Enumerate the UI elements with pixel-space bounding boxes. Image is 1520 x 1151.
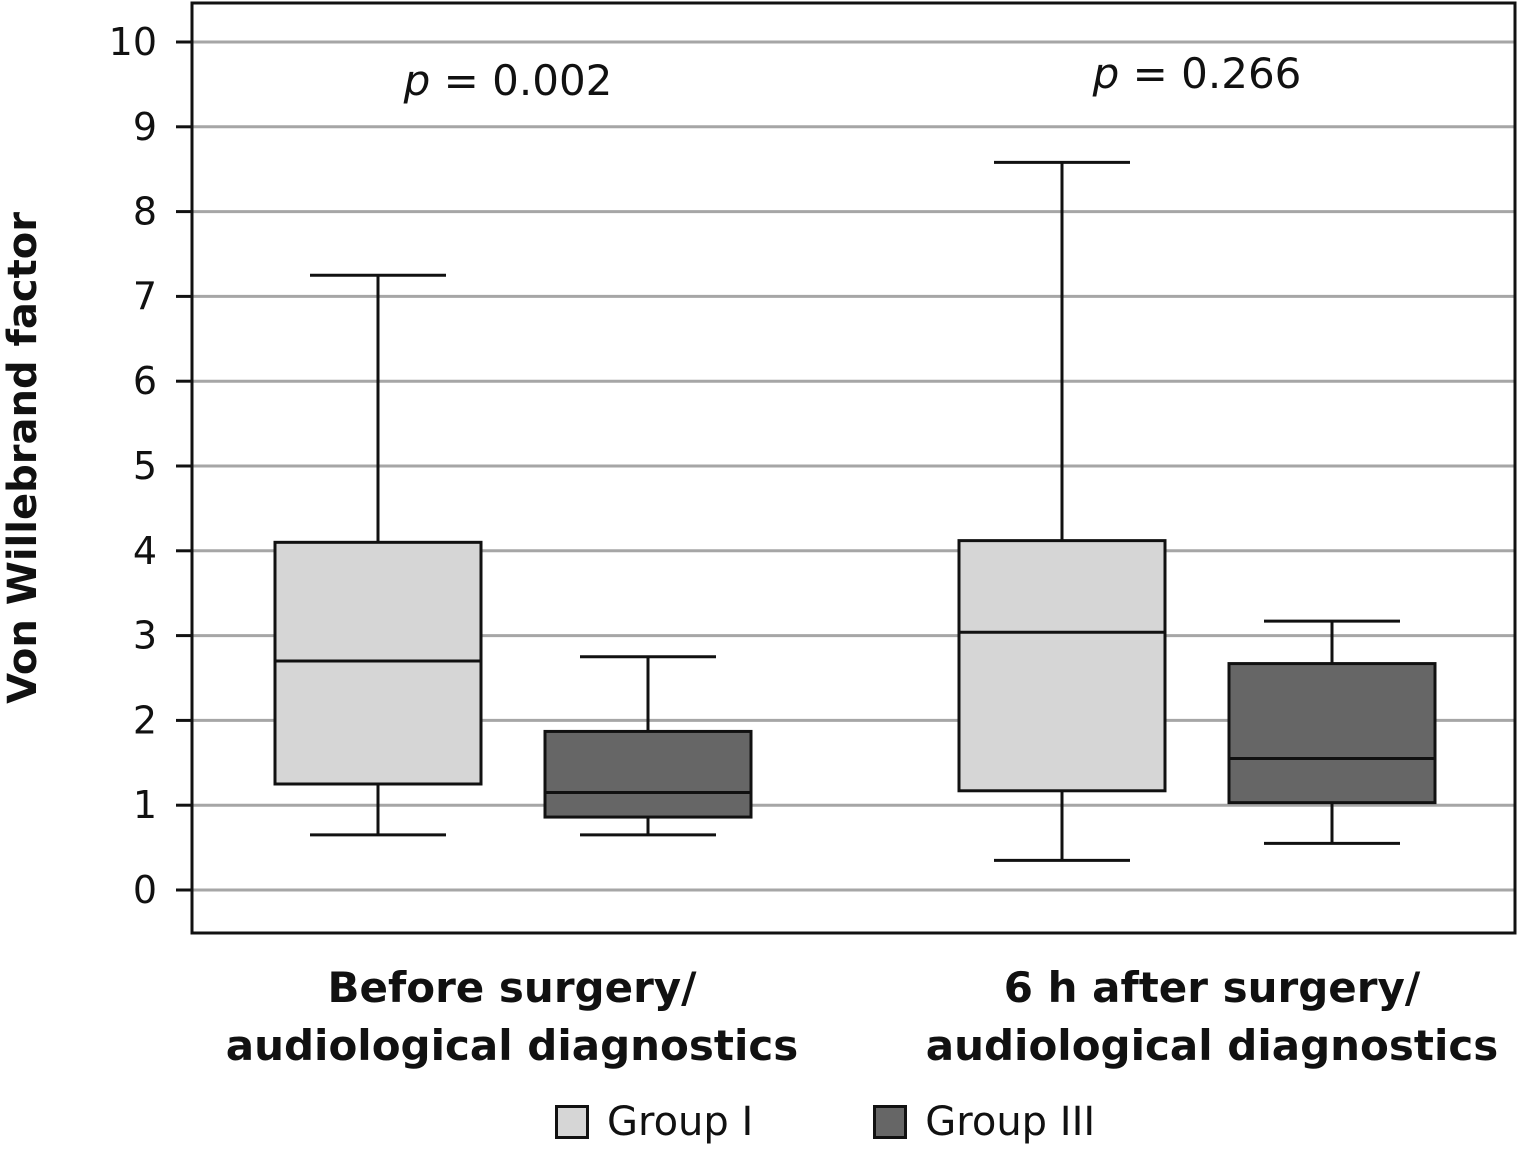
- box-group-i-cat-0: [273, 273, 483, 837]
- y-axis-title: Von Willebrand factor: [0, 212, 46, 704]
- y-tick-label-5: 5: [133, 444, 157, 488]
- y-tick-label-6: 6: [133, 359, 157, 403]
- p-value: = 0.266: [1119, 49, 1301, 98]
- iqr-box: [273, 540, 483, 786]
- y-tick-label-9: 9: [133, 105, 157, 149]
- p-value-annotations: p = 0.002 p = 0.266: [403, 49, 1302, 105]
- y-tick-label-1: 1: [133, 783, 157, 827]
- category-label-0-line-1: audiological diagnostics: [226, 1021, 799, 1070]
- y-tick-label-4: 4: [133, 529, 157, 573]
- iqr-box: [957, 539, 1167, 793]
- p-symbol: p: [403, 56, 431, 105]
- iqr-box: [1227, 662, 1437, 805]
- y-tick-label-2: 2: [133, 698, 157, 742]
- plot-frame: [190, 1, 1517, 935]
- y-axis: 0 1 2 3 4 5 6 7 8 9 10: [109, 20, 192, 912]
- box-group-iii-cat-1: [1227, 619, 1437, 845]
- y-tick-label-7: 7: [133, 274, 157, 318]
- y-tick-label-8: 8: [133, 190, 157, 234]
- category-label-1-line-1: audiological diagnostics: [926, 1021, 1499, 1070]
- p-symbol: p: [1092, 49, 1120, 98]
- box-group-i-cat-1: [957, 160, 1167, 862]
- boxplot-marks: [273, 160, 1437, 862]
- legend-item-group-iii: Group III: [873, 1099, 1095, 1145]
- y-tick-label-10: 10: [109, 20, 157, 64]
- p-value: = 0.002: [430, 56, 612, 105]
- legend-item-group-i: Group I: [555, 1099, 753, 1145]
- category-label-1-line-0: 6 h after surgery/: [1004, 963, 1421, 1012]
- legend-swatch-group-i: [555, 1105, 589, 1139]
- p-value-label-0: p = 0.002: [403, 56, 613, 105]
- iqr-box: [543, 729, 753, 819]
- p-value-label-1: p = 0.266: [1092, 49, 1302, 98]
- y-tick-label-3: 3: [133, 614, 157, 658]
- box-group-iii-cat-0: [543, 655, 753, 837]
- category-label-0-line-0: Before surgery/: [327, 963, 697, 1012]
- y-tick-label-0: 0: [133, 868, 157, 912]
- legend-swatch-group-iii: [873, 1105, 908, 1139]
- legend-label-group-iii: Group III: [925, 1099, 1096, 1145]
- legend: Group I Group III: [555, 1098, 1095, 1146]
- legend-label-group-i: Group I: [607, 1099, 754, 1145]
- x-axis-category-labels: Before surgery/audiological diagnostics 6…: [226, 963, 1499, 1070]
